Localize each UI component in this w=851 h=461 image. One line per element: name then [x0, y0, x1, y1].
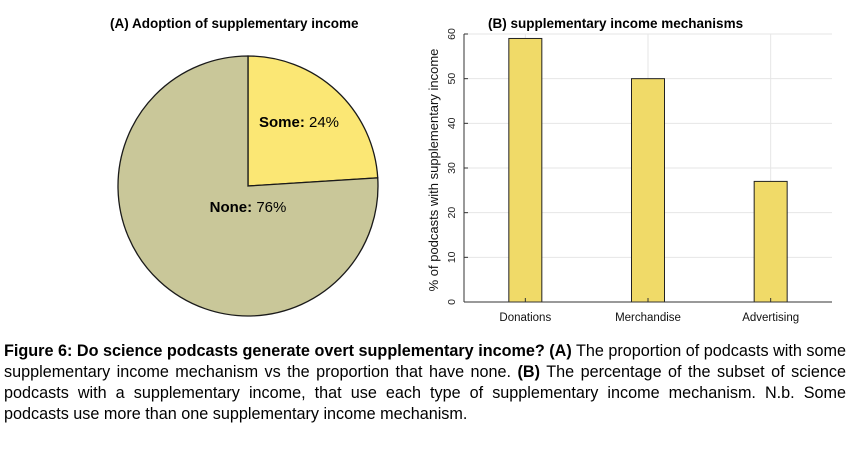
x-tick-label: Advertising	[742, 312, 799, 324]
pie-slice-some	[247, 55, 379, 187]
x-tick-label: Donations	[499, 312, 551, 324]
y-tick-label: 50	[446, 73, 458, 85]
y-tick-label: 20	[446, 207, 458, 219]
caption-b-text: The percentage of the subset of science …	[4, 363, 846, 423]
y-axis-label: % of podcasts with supplementary income	[426, 49, 441, 292]
pie-chart-title: (A) Adoption of supplementary income	[110, 16, 359, 31]
bar-chart-title: (B) supplementary income mechanisms	[488, 16, 744, 31]
pie-label-some: Some: 24%	[259, 114, 339, 131]
caption-a-marker: (A)	[549, 342, 572, 360]
caption-b-marker: (B)	[517, 363, 541, 381]
caption-label: Figure 6: Do science podcasts generate o…	[4, 342, 545, 360]
bar-chart: 0 10 20 30 40 50 60 Donations Merchandise Adverti…	[426, 28, 832, 324]
y-tick-label: 60	[446, 28, 458, 40]
bar-donations	[508, 37, 543, 303]
caption-a-text: The proportion of podcasts with some sup…	[4, 342, 846, 381]
x-tick-label: Merchandise	[615, 312, 681, 324]
y-tick-label: 0	[446, 299, 458, 305]
y-tick-label: 40	[446, 117, 458, 129]
y-tick-label: 10	[446, 251, 458, 263]
pie-label-none: None: 76%	[210, 199, 287, 216]
pie-chart: Some: 24% None: 76%	[117, 55, 379, 317]
figure-caption: Figure 6: Do science podcasts generate o…	[4, 341, 846, 425]
bar-merchandise	[631, 78, 665, 303]
figure-charts: Some: 24% None: 76% 0 10 20 30 40 50 60 Donation…	[117, 28, 832, 324]
pie-slice-none	[117, 55, 379, 317]
y-tick-label: 30	[446, 162, 458, 174]
bar-advertising	[753, 180, 788, 303]
